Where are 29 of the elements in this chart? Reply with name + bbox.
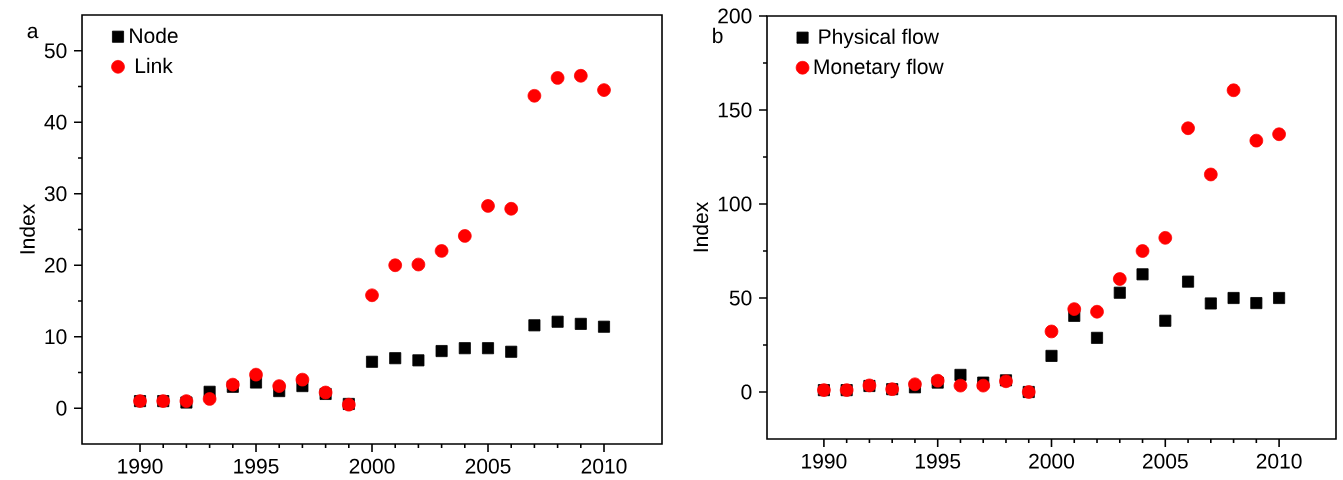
x-tick-label: 2010 xyxy=(581,458,627,474)
x-tick-label: 2000 xyxy=(1029,453,1075,469)
y-tick-label: 30 xyxy=(44,186,67,202)
y-tick-label: 100 xyxy=(718,196,752,212)
legend-label: Physical flow xyxy=(819,28,940,49)
x-tick-label: 1990 xyxy=(118,458,163,474)
y-axis-title: Index xyxy=(19,204,35,254)
x-tick-label: 1995 xyxy=(234,458,279,474)
y-axis-title: Index xyxy=(692,202,709,252)
y-tick-label: 50 xyxy=(44,43,67,59)
y-tick-label: 0 xyxy=(56,400,67,416)
legend-label: Node xyxy=(130,27,178,44)
x-tick-label: 1990 xyxy=(802,453,847,469)
x-tick-label: 1995 xyxy=(915,453,961,469)
legend-label: Link xyxy=(135,57,173,73)
y-tick-label: 200 xyxy=(718,8,752,24)
text: b xyxy=(713,27,723,44)
text: a xyxy=(27,26,39,39)
y-tick-label: 0 xyxy=(741,384,752,400)
legend-label: Monetary flow xyxy=(814,58,944,79)
x-tick-label: 2005 xyxy=(465,458,511,474)
y-tick-label: 40 xyxy=(44,114,67,130)
x-tick-label: 2000 xyxy=(349,458,395,474)
y-tick-label: 20 xyxy=(44,257,67,273)
y-tick-label: 50 xyxy=(729,290,752,306)
x-tick-label: 2005 xyxy=(1143,453,1188,469)
y-tick-label: 10 xyxy=(45,329,67,345)
x-tick-label: 2010 xyxy=(1256,453,1302,469)
y-tick-label: 150 xyxy=(718,102,752,118)
